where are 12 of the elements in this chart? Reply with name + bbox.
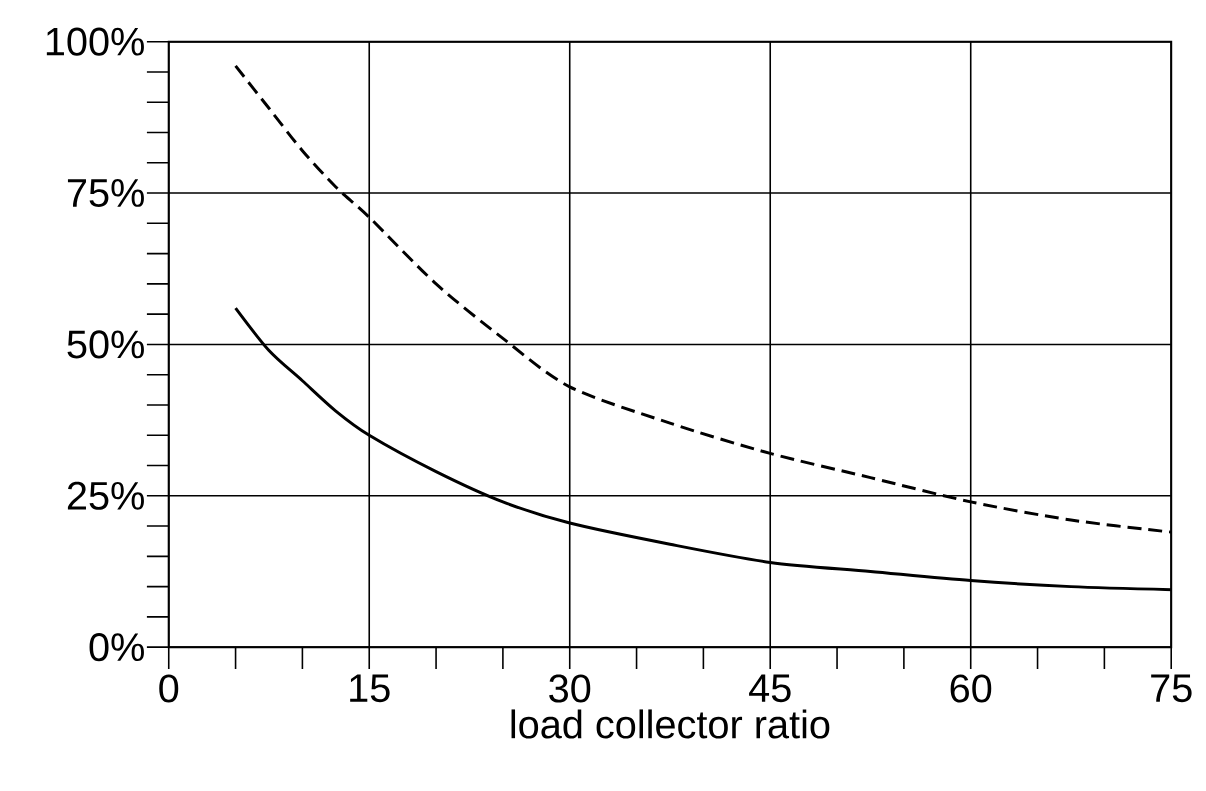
x-tick-label: 30 <box>549 674 591 703</box>
y-tick-label: 50% <box>67 330 144 359</box>
x-tick-label: 75 <box>1151 674 1192 703</box>
x-tick-label: 0 <box>159 674 179 703</box>
y-tick-label: 25% <box>67 481 144 510</box>
x-tick-label: 15 <box>350 674 390 703</box>
x-axis-title: load collector ratio <box>511 709 830 739</box>
x-tick-label: 45 <box>749 674 791 703</box>
y-tick-label: 75% <box>67 179 144 207</box>
y-tick-label: 0% <box>89 633 144 662</box>
x-tick-label: 60 <box>950 674 992 703</box>
y-tick-label: 100% <box>46 27 144 56</box>
